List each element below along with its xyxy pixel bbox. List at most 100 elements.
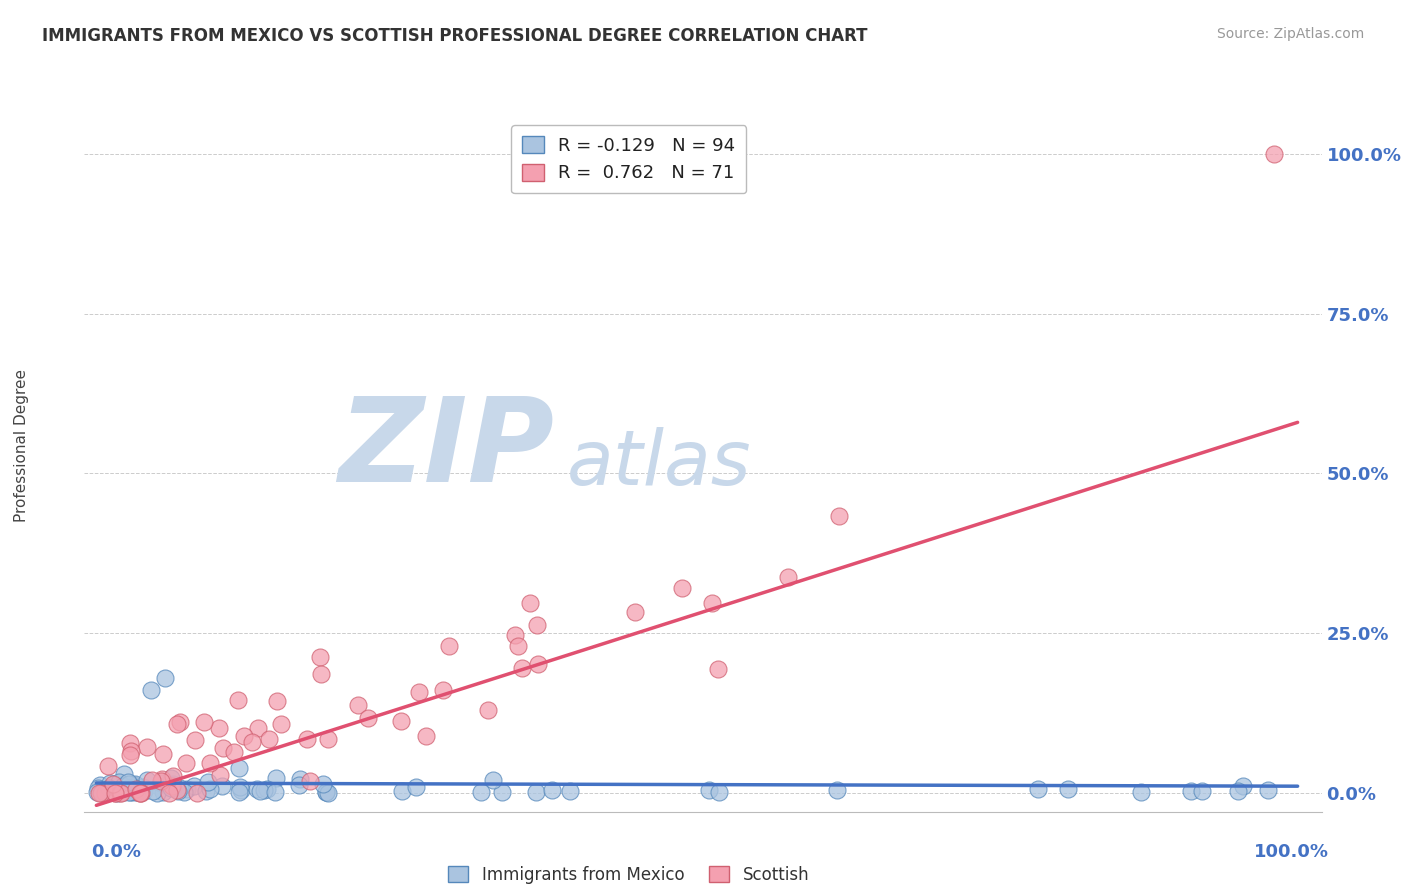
Point (1263, 147, 1285, 161)
Point (152, 784, 174, 798)
Text: 100.0%: 100.0% (1254, 843, 1329, 861)
Point (183, 779, 205, 793)
Point (134, 784, 156, 798)
Point (90, 786, 112, 800)
Point (90, 783, 112, 797)
Point (112, 766, 135, 780)
Point (222, 745, 245, 759)
Point (527, 657, 550, 671)
Point (118, 777, 141, 791)
Point (1191, 784, 1213, 798)
Point (169, 714, 191, 729)
Point (706, 662, 728, 676)
Point (249, 783, 271, 797)
Point (153, 671, 176, 685)
Point (558, 784, 581, 798)
Point (104, 786, 127, 800)
Point (197, 775, 219, 789)
Point (252, 782, 274, 797)
Point (825, 783, 848, 797)
Point (89, 786, 111, 800)
Point (160, 779, 183, 793)
Point (309, 667, 332, 681)
Point (162, 777, 184, 791)
Point (697, 782, 720, 797)
Point (100, 782, 122, 797)
Point (309, 649, 332, 664)
Point (118, 736, 141, 750)
Point (229, 782, 252, 797)
Point (93, 786, 115, 800)
Point (120, 747, 142, 762)
Point (263, 785, 285, 799)
Point (104, 786, 127, 800)
Point (709, 784, 731, 798)
Point (828, 508, 851, 523)
Point (541, 783, 564, 797)
Point (212, 740, 235, 755)
Point (1028, 781, 1050, 796)
Point (135, 739, 157, 754)
Point (702, 597, 724, 611)
Point (159, 780, 181, 795)
Point (129, 783, 152, 797)
Text: ZIP: ZIP (339, 392, 554, 508)
Point (1180, 783, 1202, 797)
Text: atlas: atlas (567, 427, 751, 500)
Point (1257, 783, 1279, 797)
Point (295, 732, 318, 747)
Legend: Immigrants from Mexico, Scottish: Immigrants from Mexico, Scottish (441, 859, 815, 890)
Point (105, 785, 128, 799)
Point (184, 732, 207, 747)
Point (166, 783, 188, 797)
Point (232, 729, 254, 743)
Point (624, 605, 647, 619)
Point (150, 772, 173, 786)
Point (129, 786, 152, 800)
Point (169, 781, 191, 796)
Point (477, 703, 499, 717)
Point (1057, 781, 1080, 796)
Point (117, 775, 139, 789)
Point (408, 685, 430, 699)
Point (122, 780, 145, 794)
Point (121, 785, 143, 799)
Point (127, 782, 149, 797)
Point (193, 715, 215, 730)
Point (94, 785, 117, 799)
Point (257, 731, 280, 746)
Point (312, 776, 335, 790)
Point (86, 785, 108, 799)
Point (173, 784, 195, 798)
Point (198, 782, 221, 797)
Point (266, 771, 288, 785)
Point (166, 717, 188, 731)
Point (118, 785, 141, 799)
Text: Source: ZipAtlas.com: Source: ZipAtlas.com (1216, 27, 1364, 41)
Point (98, 780, 121, 795)
Point (226, 693, 249, 707)
Point (506, 639, 529, 653)
Point (152, 747, 174, 761)
Point (524, 785, 547, 799)
Point (104, 777, 127, 791)
Point (117, 781, 139, 796)
Point (174, 756, 197, 771)
Point (470, 785, 492, 799)
Point (415, 729, 437, 743)
Point (228, 785, 250, 799)
Point (159, 771, 181, 785)
Point (129, 784, 152, 798)
Point (162, 769, 184, 783)
Point (136, 773, 159, 788)
Point (266, 694, 288, 708)
Point (117, 785, 139, 799)
Text: Professional Degree: Professional Degree (14, 369, 28, 523)
Point (150, 774, 173, 789)
Point (149, 776, 172, 790)
Point (315, 785, 337, 799)
Text: IMMIGRANTS FROM MEXICO VS SCOTTISH PROFESSIONAL DEGREE CORRELATION CHART: IMMIGRANTS FROM MEXICO VS SCOTTISH PROFE… (42, 27, 868, 45)
Point (198, 756, 221, 770)
Point (107, 785, 129, 799)
Point (120, 777, 142, 791)
